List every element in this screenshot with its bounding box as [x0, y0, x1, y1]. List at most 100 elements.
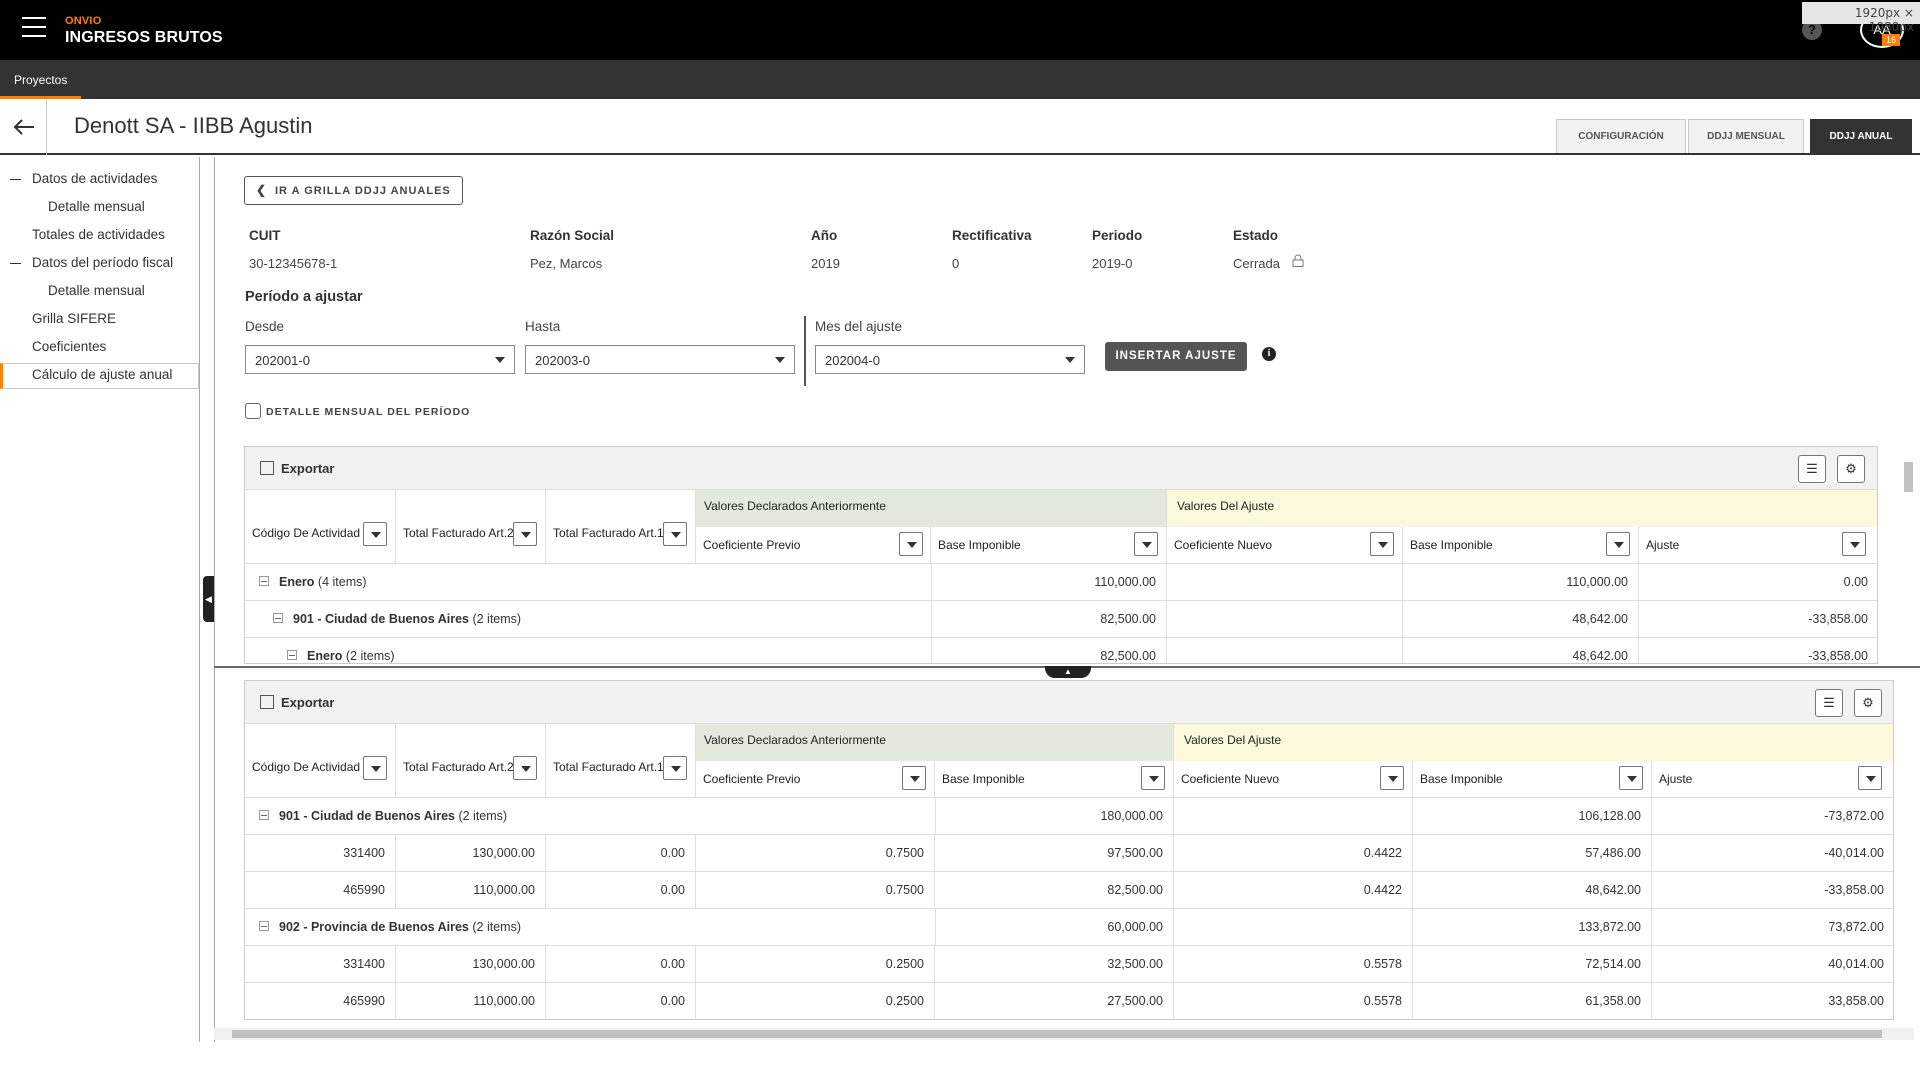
column-header-ajuste[interactable]: Ajuste [1639, 527, 1877, 564]
group-name: 901 - Ciudad de Buenos Aires [279, 809, 455, 823]
vertical-scrollbar[interactable] [1902, 446, 1914, 664]
collapse-icon[interactable] [287, 650, 297, 660]
mes-ajuste-select[interactable]: 202004-0 [815, 345, 1085, 374]
tab-proyectos[interactable]: Proyectos [0, 60, 82, 99]
group-count: (2 items) [345, 649, 395, 663]
collapse-icon [10, 263, 21, 264]
column-header-base-prev[interactable]: Base Imponible [931, 527, 1167, 564]
group-row[interactable]: 901 - Ciudad de Buenos Aires (2 items) 1… [245, 798, 1893, 835]
sidebar-item-datos-actividades[interactable]: Datos de actividades [10, 171, 157, 186]
export-button[interactable]: Exportar [281, 695, 335, 710]
gear-icon[interactable]: ⚙ [1837, 455, 1865, 483]
column-header-base-new[interactable]: Base Imponible [1403, 527, 1639, 564]
column-header-label: Ajuste [1646, 538, 1680, 552]
column-header-coef-nuevo[interactable]: Coeficiente Nuevo [1174, 761, 1413, 798]
scrollbar-thumb[interactable] [1904, 462, 1913, 492]
filter-button[interactable] [1141, 766, 1165, 790]
group-header-valores-ajuste: Valores Del Ajuste [1174, 724, 1893, 761]
collapse-icon[interactable] [259, 921, 269, 931]
filter-button[interactable] [1606, 532, 1630, 556]
column-header-ajuste[interactable]: Ajuste [1652, 761, 1893, 798]
sidebar-item-calculo-ajuste-anual[interactable]: Cálculo de ajuste anual [32, 367, 173, 382]
cell-codigo: 331400 [245, 835, 396, 872]
sidebar-item-grilla-sifere[interactable]: Grilla SIFERE [32, 311, 117, 326]
column-header-codigo[interactable]: Código De Actividad [245, 490, 396, 564]
back-to-grilla-button[interactable]: ❮ IR A GRILLA DDJJ ANUALES [244, 176, 463, 205]
column-header-label: Coeficiente Previo [703, 538, 801, 552]
column-header-label: Coeficiente Nuevo [1181, 772, 1280, 786]
collapse-icon[interactable] [259, 810, 269, 820]
desde-select[interactable]: 202001-0 [245, 345, 515, 374]
sidebar-collapse-toggle[interactable]: ◀ [203, 576, 214, 622]
group-count: (2 items) [458, 809, 508, 823]
collapse-icon[interactable] [273, 613, 283, 623]
export-icon[interactable] [260, 695, 274, 709]
column-header-coef-nuevo[interactable]: Coeficiente Nuevo [1167, 527, 1403, 564]
filter-button[interactable] [902, 766, 926, 790]
filter-button[interactable] [1134, 532, 1158, 556]
sidebar-item-detalle-mensual[interactable]: Detalle mensual [48, 199, 145, 214]
filter-button[interactable] [1380, 766, 1404, 790]
table-row[interactable]: 331400 130,000.00 0.00 0.7500 97,500.00 … [245, 835, 1893, 872]
tab-ddjj-anual[interactable]: DDJJ ANUAL [1810, 119, 1912, 153]
column-header-art14[interactable]: Total Facturado Art.14 [546, 724, 696, 798]
info-icon[interactable]: i [1262, 347, 1276, 361]
column-header-art2[interactable]: Total Facturado Art.2 [396, 724, 546, 798]
column-header-coef-previo[interactable]: Coeficiente Previo [696, 761, 935, 798]
filter-button[interactable] [363, 756, 387, 780]
column-header-label: Total Facturado Art.14 [553, 526, 671, 540]
menu-icon[interactable] [22, 17, 46, 39]
tab-configuracion[interactable]: CONFIGURACIÓN [1556, 119, 1686, 153]
back-arrow-icon[interactable] [12, 117, 36, 137]
insertar-ajuste-button[interactable]: INSERTAR AJUSTE [1105, 342, 1247, 371]
table-row[interactable]: 465990 110,000.00 0.00 0.2500 27,500.00 … [245, 983, 1893, 1019]
filter-button[interactable] [513, 522, 537, 546]
gear-icon[interactable]: ⚙ [1854, 689, 1882, 717]
anio-label: Año [811, 228, 838, 243]
column-header-base-prev[interactable]: Base Imponible [935, 761, 1174, 798]
help-icon[interactable]: ? [1802, 20, 1822, 40]
detalle-mensual-checkbox[interactable] [245, 403, 261, 419]
sidebar-item-datos-periodo-fiscal[interactable]: Datos del período fiscal [10, 255, 173, 270]
group-label: 901 - Ciudad de Buenos Aires (2 items) [293, 601, 521, 637]
horizontal-scrollbar[interactable] [214, 1028, 1914, 1040]
group-row[interactable]: Enero (4 items) 110,000.00 110,000.00 0.… [245, 564, 1877, 601]
cell-base-prev: 97,500.00 [935, 835, 1174, 872]
column-header-label: Ajuste [1659, 772, 1693, 786]
group-row[interactable]: 902 - Provincia de Buenos Aires (2 items… [245, 909, 1893, 946]
column-chooser-button[interactable]: ☰ [1815, 689, 1843, 717]
scrollbar-thumb[interactable] [232, 1030, 1882, 1038]
column-header-art14[interactable]: Total Facturado Art.14 [546, 490, 696, 564]
table-row[interactable]: 331400 130,000.00 0.00 0.2500 32,500.00 … [245, 946, 1893, 983]
export-button[interactable]: Exportar [281, 461, 335, 476]
cell-base-prev: 60,000.00 [935, 909, 1174, 946]
column-chooser-button[interactable]: ☰ [1798, 455, 1826, 483]
filter-button[interactable] [1619, 766, 1643, 790]
column-header-art2[interactable]: Total Facturado Art.2 [396, 490, 546, 564]
column-header-coef-previo[interactable]: Coeficiente Previo [696, 527, 931, 564]
cuit-label: CUIT [249, 228, 281, 243]
splitter-handle[interactable]: ▲ [1045, 666, 1091, 678]
export-icon[interactable] [260, 461, 274, 475]
group-row[interactable]: Enero (2 items) 82,500.00 48,642.00 -33,… [245, 638, 1877, 663]
filter-button[interactable] [513, 756, 537, 780]
sidebar-item-coeficientes[interactable]: Coeficientes [32, 339, 107, 354]
filter-button[interactable] [1370, 532, 1394, 556]
group-row[interactable]: 901 - Ciudad de Buenos Aires (2 items) 8… [245, 601, 1877, 638]
filter-button[interactable] [1842, 532, 1866, 556]
filter-button[interactable] [363, 522, 387, 546]
column-header-base-new[interactable]: Base Imponible [1413, 761, 1652, 798]
filter-button[interactable] [899, 532, 923, 556]
cell-coef-nuevo: 0.4422 [1174, 872, 1413, 909]
column-header-codigo[interactable]: Código De Actividad [245, 724, 396, 798]
sidebar-item-detalle-mensual-2[interactable]: Detalle mensual [48, 283, 145, 298]
cuit-value: 30-12345678-1 [249, 256, 338, 271]
filter-button[interactable] [1858, 766, 1882, 790]
table-row[interactable]: 465990 110,000.00 0.00 0.7500 82,500.00 … [245, 872, 1893, 909]
sidebar-item-totales-actividades[interactable]: Totales de actividades [32, 227, 165, 242]
filter-button[interactable] [663, 522, 687, 546]
hasta-select[interactable]: 202003-0 [525, 345, 795, 374]
collapse-icon[interactable] [259, 576, 269, 586]
tab-ddjj-mensual[interactable]: DDJJ MENSUAL [1688, 119, 1804, 153]
filter-button[interactable] [663, 756, 687, 780]
